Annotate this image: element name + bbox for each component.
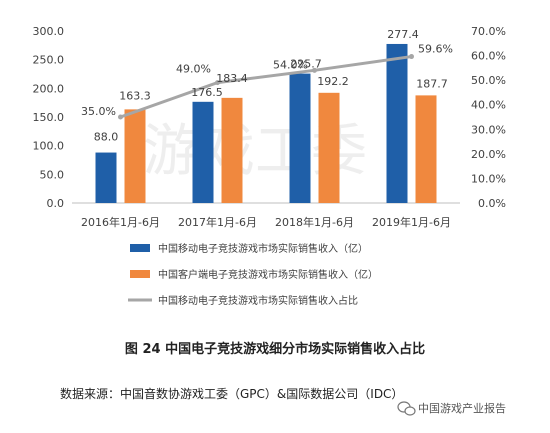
bar-client (221, 97, 243, 203)
right-tick-label: 0.0% (478, 197, 506, 210)
right-tick-label: 20.0% (471, 148, 506, 161)
right-tick-label: 40.0% (471, 99, 506, 112)
x-tick-label: 2017年1月-6月 (178, 215, 257, 229)
legend-swatch-mobile (130, 244, 150, 252)
data-label-mobile: 225.7 (290, 58, 322, 71)
data-label-client: 187.7 (416, 77, 448, 90)
data-label-mobile: 277.4 (387, 28, 419, 41)
left-tick-label: 150.0 (33, 111, 65, 124)
right-tick-label: 10.0% (471, 172, 506, 185)
left-tick-label: 100.0 (33, 140, 65, 153)
right-axis: 0.0% 10.0% 20.0% 30.0% 40.0% 50.0% 60.0% 70.0% (471, 25, 506, 210)
data-label-client: 163.3 (119, 89, 151, 102)
line-series (118, 54, 414, 120)
wechat-icon (397, 401, 416, 416)
data-label-share: 49.0% (176, 63, 211, 76)
bar-client (415, 95, 437, 203)
data-label-client: 192.2 (317, 75, 349, 88)
right-tick-label: 50.0% (471, 74, 506, 87)
right-tick-label: 60.0% (471, 50, 506, 63)
bar-mobile (192, 101, 214, 203)
right-tick-label: 70.0% (471, 25, 506, 38)
share-point (118, 114, 123, 120)
data-label-share: 59.6% (418, 43, 453, 56)
legend: 中国移动电子竞技游戏市场实际销售收入（亿） 中国客户端电子竞技游戏市场实际销售收… (128, 242, 378, 307)
left-tick-label: 50.0 (40, 168, 65, 181)
data-label-mobile: 88.0 (94, 131, 119, 144)
data-label-mobile: 176.5 (191, 86, 223, 99)
wechat-account-name: 中国游戏产业报告 (418, 401, 506, 415)
wechat-tag: 中国游戏产业报告 (397, 401, 506, 416)
left-tick-label: 250.0 (33, 54, 65, 67)
data-labels: 88.0 176.5 225.7 277.4 163.3 183.4 192.2 187.7 3… (81, 28, 453, 144)
data-label-client: 183.4 (216, 72, 248, 85)
data-label-share: 35.0% (81, 105, 116, 118)
data-label-share: 54.0% (273, 58, 308, 71)
x-tick-label: 2018年1月-6月 (275, 215, 354, 229)
right-tick-label: 30.0% (471, 123, 506, 136)
bar-mobile (386, 43, 408, 203)
bars (95, 43, 437, 203)
legend-label-mobile: 中国移动电子竞技游戏市场实际销售收入（亿） (158, 242, 368, 255)
left-tick-label: 0.0 (47, 197, 65, 210)
left-tick-label: 200.0 (33, 82, 65, 95)
share-line (119, 55, 412, 119)
left-axis: 0.0 50.0 100.0 150.0 200.0 250.0 300.0 (33, 25, 65, 210)
bar-client (318, 92, 340, 203)
x-tick-label: 2019年1月-6月 (372, 215, 451, 229)
x-tick-label: 2016年1月-6月 (81, 215, 160, 229)
bar-client (124, 109, 146, 203)
left-tick-label: 300.0 (33, 25, 65, 38)
legend-label-share: 中国移动电子竞技游戏市场实际销售收入占比 (158, 294, 358, 307)
data-source: 数据来源：中国音数协游戏工委（GPC）&国际数据公司（IDC） (60, 386, 403, 401)
legend-label-client: 中国客户端电子竞技游戏市场实际销售收入（亿） (158, 268, 378, 281)
share-point (215, 80, 220, 86)
share-point (312, 67, 317, 73)
legend-swatch-client (130, 270, 150, 278)
figure-caption: 图 24 中国电子竞技游戏细分市场实际销售收入占比 (125, 341, 425, 357)
bar-mobile (289, 73, 311, 203)
bar-mobile (95, 152, 117, 203)
x-axis: 2016年1月-6月 2017年1月-6月 2018年1月-6月 2019年1月-6月 (81, 215, 451, 229)
share-point (409, 54, 414, 60)
